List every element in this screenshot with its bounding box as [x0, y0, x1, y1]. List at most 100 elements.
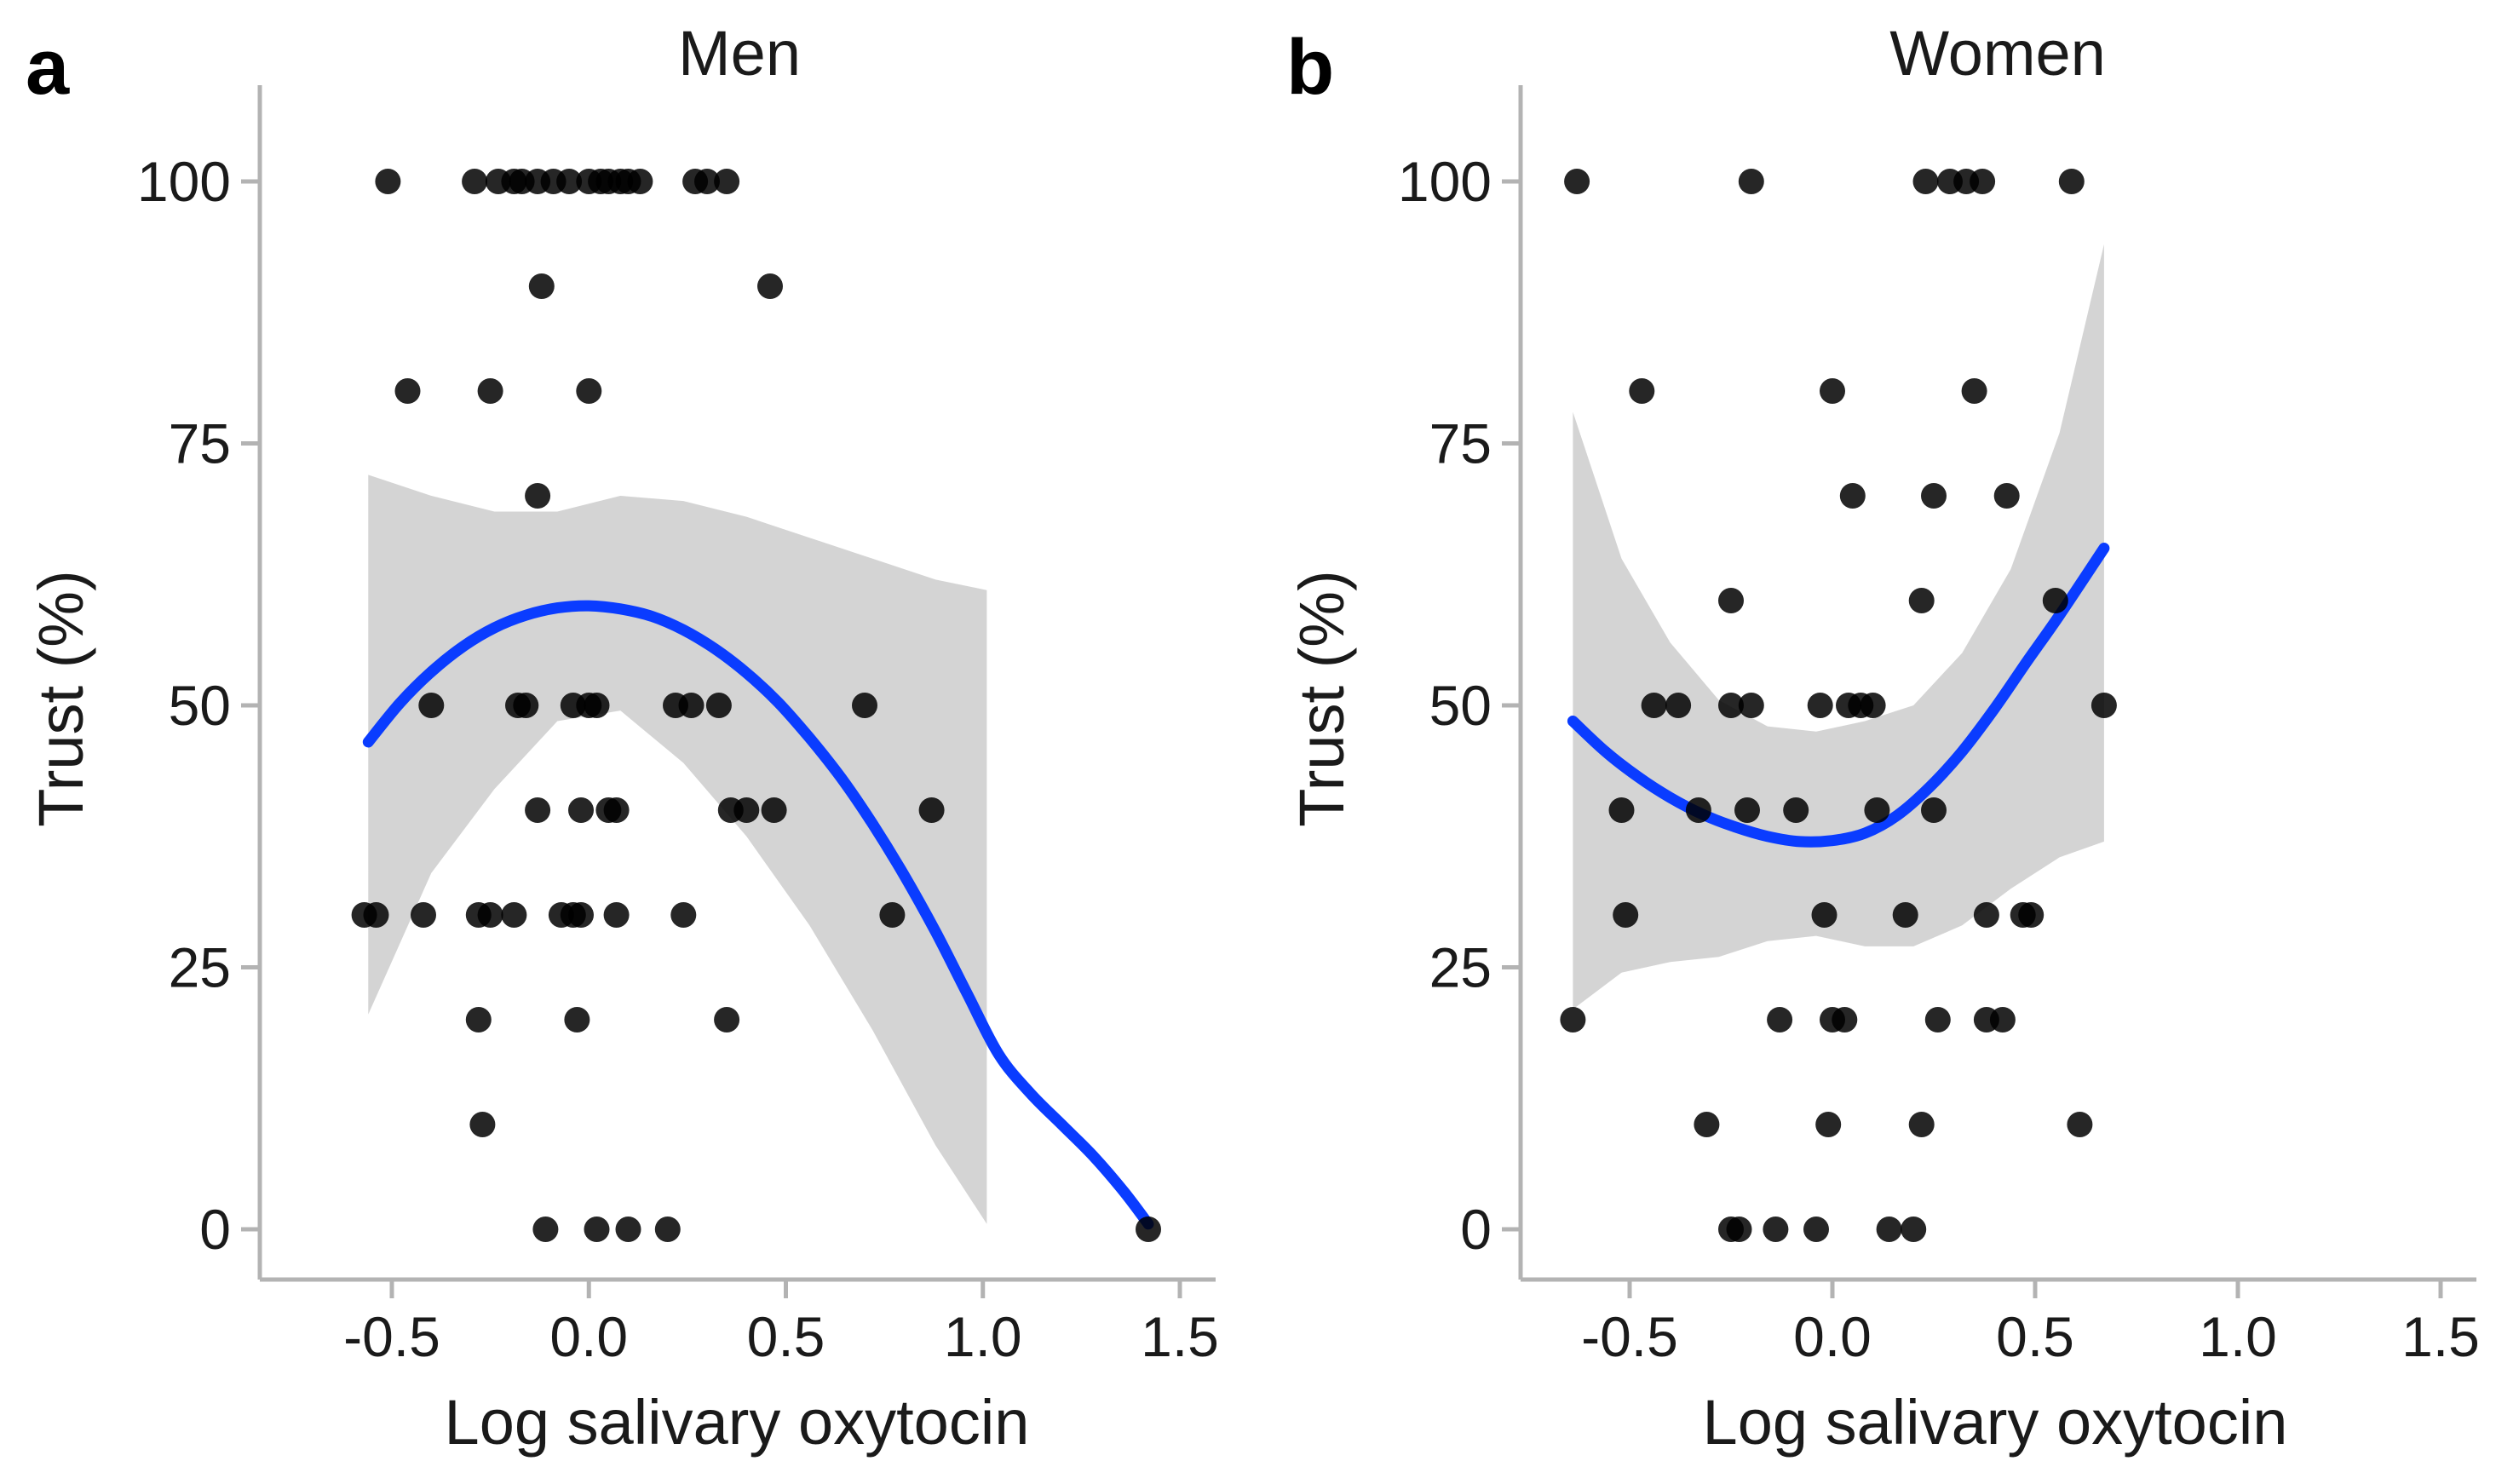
confidence-band-men: [368, 475, 987, 1224]
data-point-women-18: [1718, 693, 1744, 718]
data-point-men-52: [879, 902, 906, 928]
data-point-men-57: [532, 1217, 559, 1242]
data-point-men-50: [603, 902, 630, 928]
data-point-men-59: [615, 1217, 641, 1242]
data-point-women-25: [1608, 797, 1635, 823]
confidence-band-women: [1573, 244, 2104, 1009]
scatter-points-women: [1560, 169, 2117, 1242]
data-point-women-41: [1924, 1007, 1951, 1032]
x-tick-label-women-0: -0.5: [1581, 1305, 1678, 1368]
data-point-women-20: [1807, 693, 1833, 718]
x-axis-title-men: Log salivary oxytocin: [445, 1387, 1030, 1458]
data-point-women-19: [1738, 693, 1764, 718]
data-point-men-25: [513, 693, 539, 718]
data-point-men-36: [603, 797, 630, 823]
data-point-women-52: [1876, 1217, 1902, 1242]
panel-women: b Women 0 25 50 75 100 -0.5 0.0 0.5 1.0 1.5 Log s…: [1286, 18, 2480, 1458]
data-point-men-46: [501, 902, 527, 928]
data-point-women-47: [2067, 1112, 2093, 1137]
data-point-women-17: [1665, 693, 1692, 718]
data-point-men-39: [761, 797, 787, 823]
axes-women: 0 25 50 75 100 -0.5 0.0 0.5 1.0 1.5: [1398, 85, 2480, 1368]
data-point-men-21: [576, 378, 602, 404]
fit-line-women: [1567, 543, 2110, 848]
y-tick-label-men-2: 50: [169, 674, 231, 737]
data-point-women-51: [1803, 1217, 1829, 1242]
data-point-women-10: [1839, 483, 1866, 509]
data-point-men-38: [733, 797, 760, 823]
data-point-women-1: [1738, 169, 1764, 194]
data-point-women-37: [1560, 1007, 1586, 1032]
data-point-women-38: [1767, 1007, 1793, 1032]
data-point-women-36: [2018, 902, 2045, 928]
data-point-men-28: [584, 693, 610, 718]
panel-letter-a: a: [26, 24, 70, 111]
data-point-women-28: [1783, 797, 1809, 823]
data-point-men-42: [363, 902, 389, 928]
data-point-women-34: [1973, 902, 1999, 928]
data-point-men-7: [556, 169, 583, 194]
data-point-men-54: [564, 1007, 590, 1032]
data-point-women-23: [1860, 693, 1886, 718]
data-point-men-31: [705, 693, 732, 718]
data-point-men-19: [394, 378, 421, 404]
panel-title-women: Women: [1889, 18, 2106, 89]
data-point-men-43: [411, 902, 436, 928]
y-tick-label-men-4: 100: [137, 150, 231, 213]
y-tick-label-women-4: 100: [1398, 150, 1492, 213]
data-point-women-53: [1901, 1217, 1927, 1242]
x-tick-label-men-3: 1.0: [944, 1305, 1022, 1368]
x-tick-label-men-4: 1.5: [1141, 1305, 1219, 1368]
confidence-band-women: [1573, 244, 2104, 1009]
axes-men: 0 25 50 75 100 -0.5 0.0 0.5 1.0 1.5: [137, 85, 1219, 1368]
data-point-men-58: [584, 1217, 610, 1242]
data-point-men-32: [852, 693, 877, 718]
data-point-women-50: [1763, 1217, 1789, 1242]
y-tick-label-women-1: 25: [1429, 936, 1492, 999]
data-point-men-51: [670, 902, 697, 928]
data-point-men-61: [1136, 1217, 1161, 1242]
data-point-women-9: [1961, 378, 1987, 404]
data-point-women-11: [1921, 483, 1947, 509]
data-point-men-23: [418, 693, 445, 718]
y-axis-title-men: Trust (%): [26, 570, 96, 826]
x-tick-label-men-2: 0.5: [747, 1305, 825, 1368]
data-point-men-22: [525, 483, 551, 509]
data-point-women-6: [2058, 169, 2085, 194]
fit-line-men: [362, 600, 1154, 1230]
data-point-men-13: [627, 169, 653, 194]
data-point-men-45: [477, 902, 503, 928]
data-point-women-14: [1908, 588, 1935, 613]
data-point-men-17: [528, 273, 555, 299]
data-point-women-49: [1726, 1217, 1752, 1242]
data-point-women-45: [1815, 1112, 1842, 1137]
data-point-women-27: [1734, 797, 1760, 823]
data-point-women-15: [2042, 588, 2068, 613]
data-point-men-30: [678, 693, 705, 718]
fit-curve-men: [362, 600, 1154, 1230]
data-point-men-34: [568, 797, 594, 823]
x-tick-label-women-4: 1.5: [2401, 1305, 2480, 1368]
data-point-women-46: [1908, 1112, 1935, 1137]
x-axis-title-women: Log salivary oxytocin: [1703, 1387, 2288, 1458]
y-tick-label-women-3: 75: [1429, 412, 1492, 475]
y-tick-label-women-0: 0: [1460, 1198, 1492, 1261]
y-axis-title-women: Trust (%): [1286, 570, 1357, 826]
data-point-men-1: [462, 169, 488, 194]
data-point-men-40: [918, 797, 945, 823]
data-point-men-53: [465, 1007, 492, 1032]
y-tick-label-women-2: 50: [1429, 674, 1492, 737]
data-point-women-30: [1921, 797, 1947, 823]
data-point-women-16: [1641, 693, 1667, 718]
x-tick-label-men-0: -0.5: [343, 1305, 440, 1368]
panel-title-men: Men: [678, 18, 801, 89]
data-point-women-8: [1820, 378, 1845, 404]
data-point-men-0: [375, 169, 401, 194]
data-point-men-18: [757, 273, 783, 299]
data-point-women-5: [1970, 169, 1996, 194]
x-tick-label-men-1: 0.0: [549, 1305, 628, 1368]
data-point-women-7: [1629, 378, 1655, 404]
data-point-women-29: [1864, 797, 1890, 823]
data-point-women-12: [1993, 483, 2020, 509]
